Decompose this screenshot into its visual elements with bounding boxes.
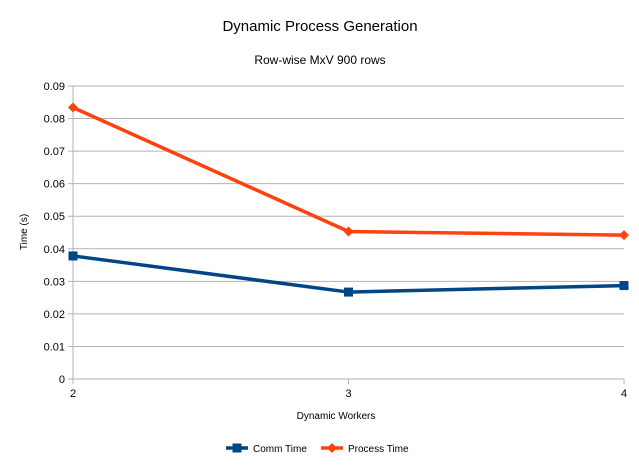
data-point-process-time bbox=[68, 102, 78, 113]
data-point-comm-time bbox=[68, 251, 78, 261]
chart-subtitle: Row-wise MxV 900 rows bbox=[254, 53, 385, 67]
y-tick-label: 0.06 bbox=[44, 179, 65, 191]
y-tick-label: 0.03 bbox=[44, 276, 65, 288]
y-tick-label: 0.08 bbox=[44, 114, 65, 126]
y-tick-label: 0 bbox=[59, 374, 65, 386]
x-axis-title: Dynamic Workers bbox=[297, 411, 376, 422]
chart-title: Dynamic Process Generation bbox=[222, 18, 417, 35]
y-tick-label: 0.05 bbox=[44, 211, 65, 223]
legend-item-process-time: Process Time bbox=[321, 443, 409, 455]
legend-label: Comm Time bbox=[253, 444, 307, 455]
legend-label: Process Time bbox=[348, 444, 409, 455]
y-tick-label: 0.07 bbox=[44, 146, 65, 158]
series-comm-time bbox=[68, 251, 629, 297]
grid bbox=[73, 85, 624, 380]
data-point-comm-time bbox=[619, 281, 629, 291]
legend-marker bbox=[327, 443, 337, 453]
data-point-process-time bbox=[619, 230, 629, 241]
data-point-process-time bbox=[343, 226, 354, 237]
legend: Comm Time Process Time bbox=[226, 443, 409, 455]
x-tick-label: 3 bbox=[345, 388, 351, 400]
series-line-comm-time bbox=[72, 254, 625, 294]
series-process-time bbox=[68, 102, 629, 241]
legend-item-comm-time: Comm Time bbox=[226, 443, 307, 455]
data-point-comm-time bbox=[344, 287, 353, 297]
y-axis-title: Time (s) bbox=[19, 214, 30, 250]
x-tick-label: 4 bbox=[621, 388, 627, 400]
axes: 0 0.01 0.02 0.03 0.04 0.05 0.06 0.07 0.08 0.09 2 3 4 bbox=[44, 81, 627, 400]
y-tick-label: 0.09 bbox=[44, 81, 65, 93]
legend-marker bbox=[232, 443, 242, 453]
x-tick-label: 2 bbox=[70, 388, 76, 400]
series-layer bbox=[68, 102, 629, 297]
y-tick-label: 0.01 bbox=[44, 341, 65, 353]
y-tick-label: 0.02 bbox=[44, 309, 65, 321]
y-tick-label: 0.04 bbox=[44, 244, 65, 256]
